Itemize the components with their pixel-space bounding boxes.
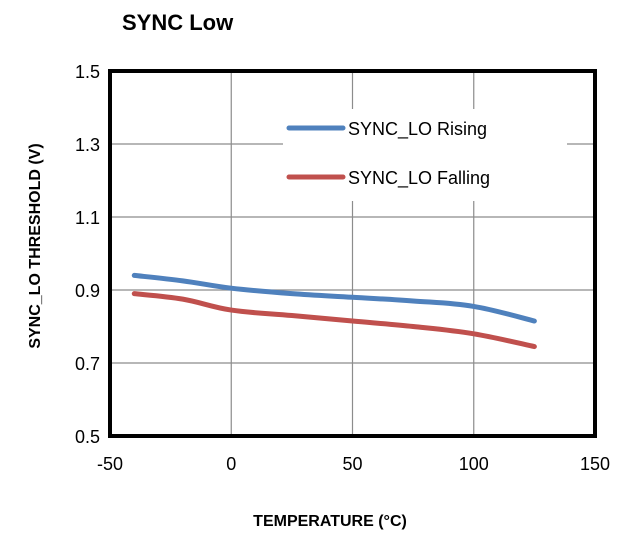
x-tick-label: -50 [97, 454, 123, 474]
y-tick-label: 0.5 [75, 427, 100, 447]
chart-title: SYNC Low [122, 10, 234, 35]
legend-label: SYNC_LO Falling [348, 168, 490, 189]
y-axis-ticks: 0.5 0.7 0.9 1.1 1.3 1.5 [75, 62, 100, 447]
legend: SYNC_LO Rising SYNC_LO Falling [283, 109, 567, 201]
y-axis-label: SYNC_LO THRESHOLD (V) [27, 143, 44, 348]
y-tick-label: 1.1 [75, 208, 100, 228]
series-layer [131, 272, 537, 350]
x-tick-label: 50 [342, 454, 362, 474]
plot-frame [108, 69, 597, 438]
legend-label: SYNC_LO Rising [348, 119, 487, 140]
x-axis-label: TEMPERATURE (°C) [253, 513, 407, 530]
x-tick-label: 150 [580, 454, 610, 474]
y-tick-label: 1.5 [75, 62, 100, 82]
y-tick-label: 0.9 [75, 281, 100, 301]
x-tick-label: 0 [226, 454, 236, 474]
x-axis-ticks: -50 0 50 100 150 [97, 454, 610, 474]
legend-background [283, 109, 567, 201]
series-line-falling [131, 291, 537, 350]
series-line-rising [131, 272, 537, 324]
x-tick-label: 100 [459, 454, 489, 474]
y-tick-label: 1.3 [75, 135, 100, 155]
y-tick-label: 0.7 [75, 354, 100, 374]
